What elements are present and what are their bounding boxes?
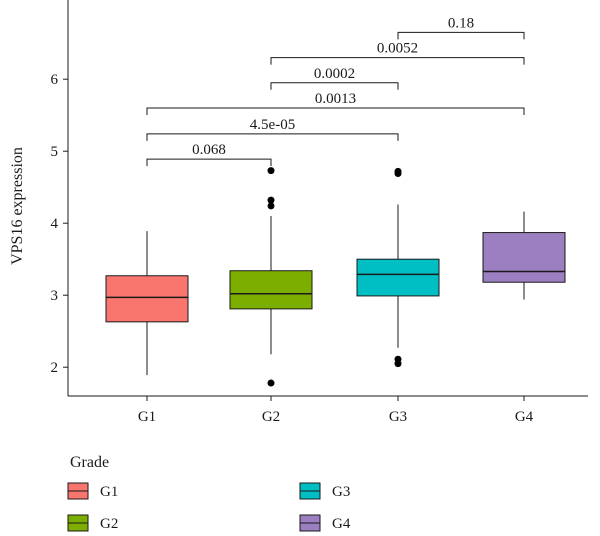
outlier-point-g2 [267, 202, 275, 210]
y-tick-label: 5 [51, 144, 59, 160]
y-tick-label: 6 [51, 72, 59, 88]
comparison-bracket [270, 82, 399, 90]
p-value-label: 0.18 [448, 15, 474, 31]
outlier-point-g3 [394, 355, 402, 363]
y-tick-label: 3 [51, 288, 59, 304]
legend-label-g4: G4 [332, 516, 351, 532]
y-tick-label: 2 [51, 360, 59, 376]
x-tick-label: G3 [389, 409, 407, 425]
p-value-label: 4.5e-05 [250, 117, 295, 133]
outlier-point-g2 [267, 167, 275, 175]
p-value-label: 0.0013 [315, 91, 356, 107]
comparison-bracket [146, 133, 399, 141]
legend-label-g2: G2 [100, 516, 118, 532]
legend-label-g3: G3 [332, 484, 350, 500]
outlier-point-g3 [394, 167, 402, 175]
y-axis-label: VPS16 expression [9, 147, 26, 265]
x-tick-label: G4 [515, 409, 534, 425]
legend-label-g1: G1 [100, 484, 118, 500]
p-value-label: 0.0052 [377, 41, 418, 57]
outlier-point-g2 [267, 379, 275, 387]
x-tick-label: G2 [262, 409, 280, 425]
box-g3 [356, 258, 440, 297]
box-g2 [229, 270, 313, 310]
x-tick-label: G1 [138, 409, 156, 425]
box-g4 [482, 232, 566, 283]
comparison-bracket [397, 31, 525, 40]
y-tick-label: 4 [51, 216, 59, 232]
p-value-label: 0.068 [192, 142, 226, 158]
p-value-label: 0.0002 [314, 66, 355, 82]
comparison-bracket [146, 107, 525, 115]
legend-title: Grade [70, 454, 109, 471]
comparison-bracket [270, 57, 525, 65]
outlier-point-g2 [267, 196, 275, 204]
box-g1 [105, 275, 189, 323]
comparison-bracket [146, 158, 272, 167]
